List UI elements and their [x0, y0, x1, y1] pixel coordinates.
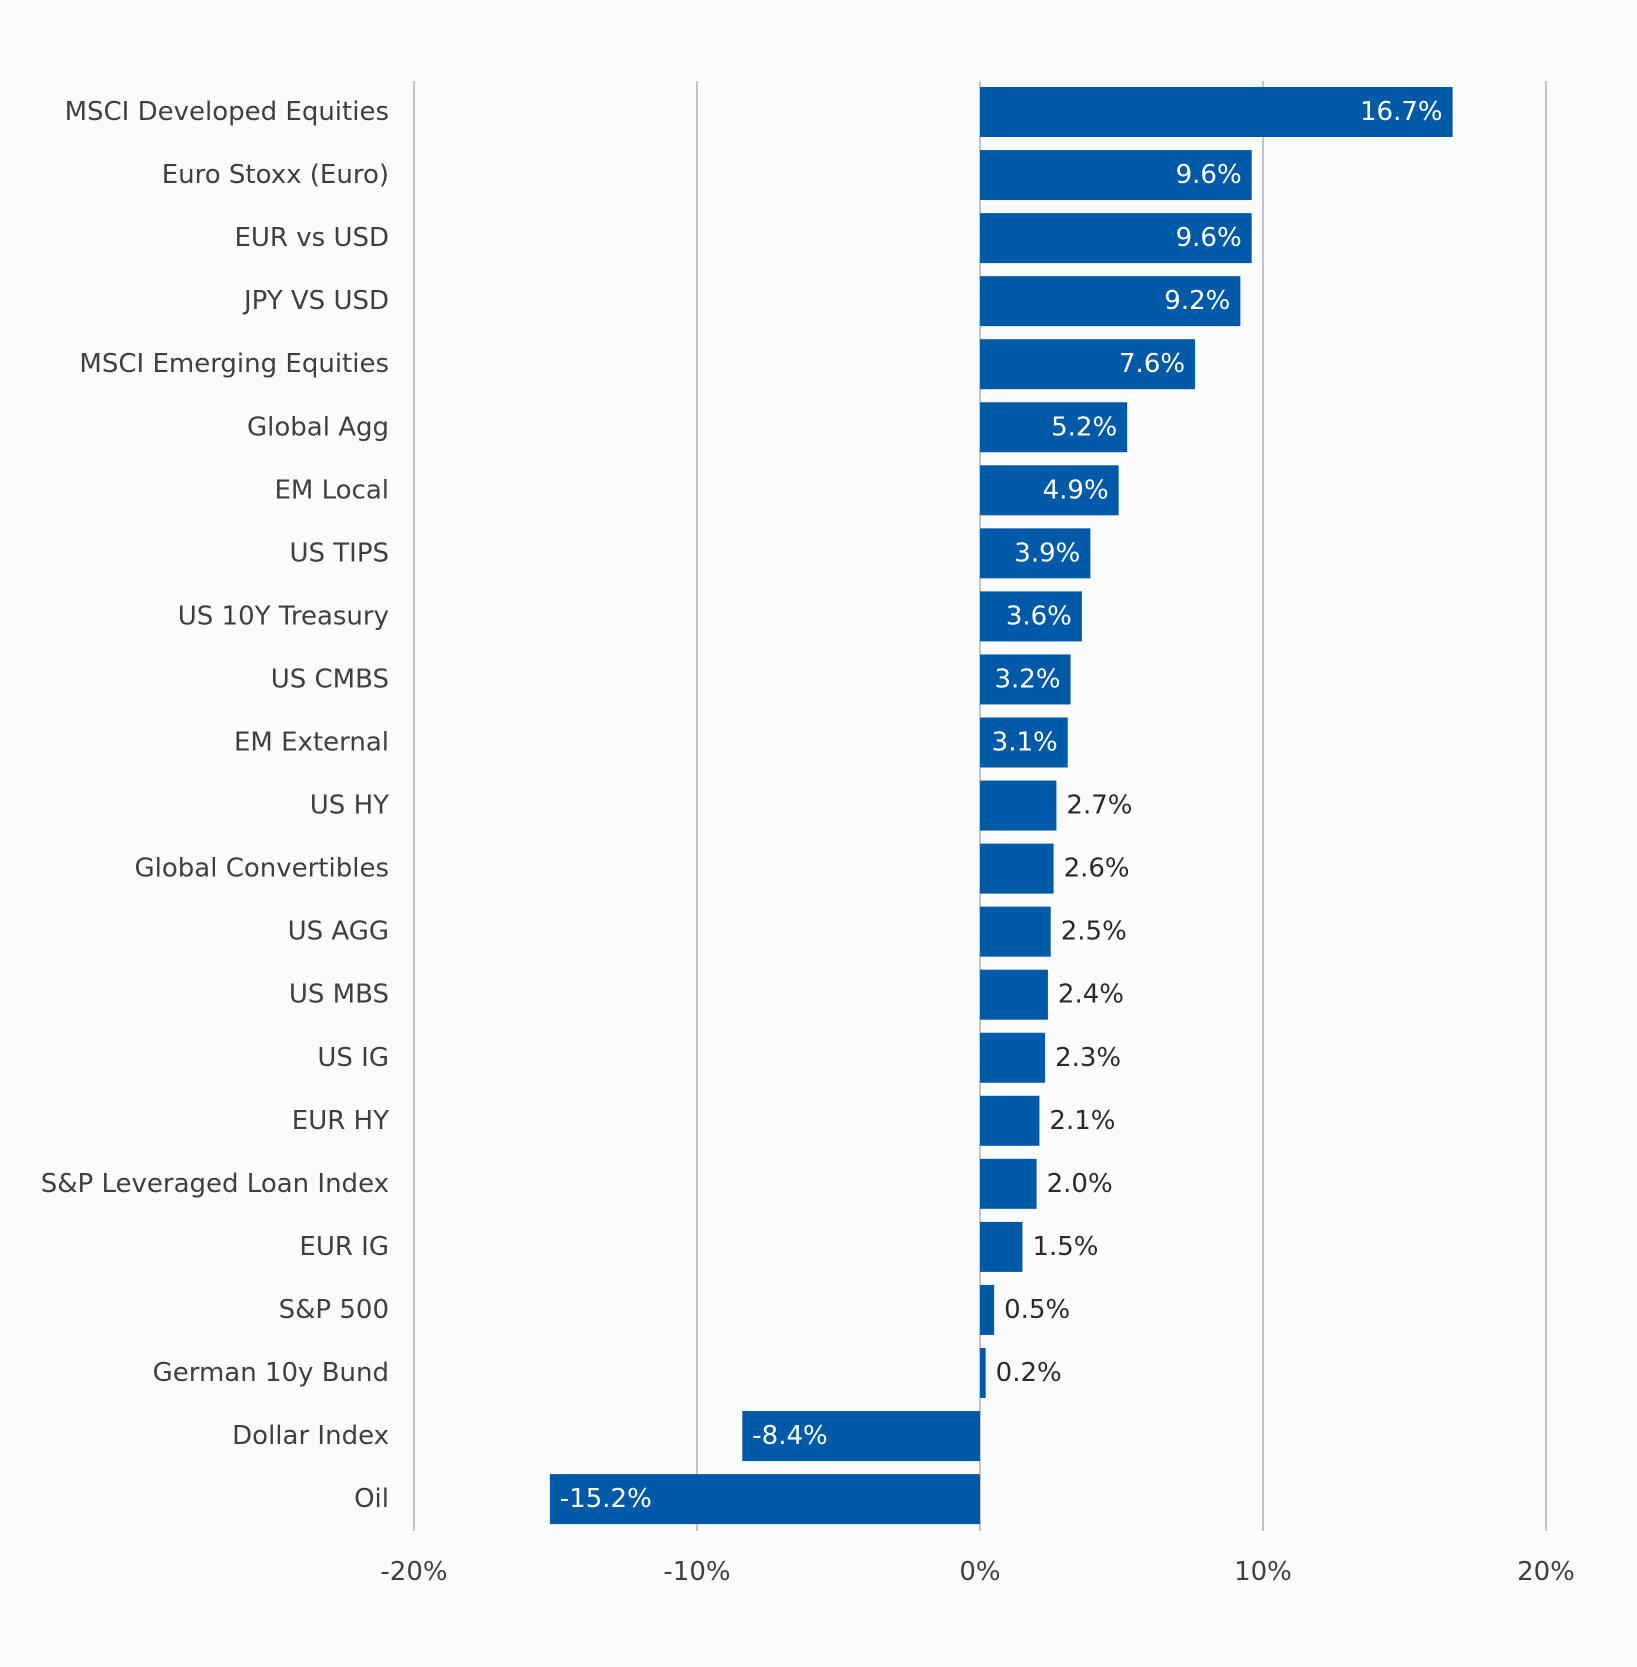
data-label: -15.2%: [560, 1484, 652, 1514]
bar: [980, 843, 1054, 894]
data-label: 3.9%: [1014, 538, 1080, 568]
category-label: EUR HY: [292, 1106, 389, 1136]
category-label: S&P 500: [279, 1295, 389, 1325]
category-label: S&P Leveraged Loan Index: [41, 1169, 389, 1199]
bar: [980, 87, 1453, 137]
bar: [980, 276, 1241, 327]
category-label: Global Convertibles: [134, 854, 389, 884]
data-label: -8.4%: [752, 1421, 827, 1451]
data-label: 9.6%: [1176, 223, 1242, 253]
data-label: 2.1%: [1049, 1106, 1115, 1136]
category-labels: MSCI Developed Equities Euro Stoxx (Euro)…: [41, 97, 389, 1514]
category-label: US AGG: [288, 917, 389, 947]
category-label: MSCI Developed Equities: [65, 97, 389, 127]
data-label: 16.7%: [1360, 97, 1443, 127]
category-label: US CMBS: [271, 664, 389, 694]
data-label: 9.2%: [1164, 286, 1230, 316]
bar: [980, 780, 1057, 831]
bar: [980, 1032, 1046, 1083]
bar: [980, 717, 1068, 768]
category-label: EM External: [234, 728, 389, 758]
x-axis-tick-labels: -20% -10% 0% 10% 20%: [380, 1557, 1574, 1587]
category-label: Euro Stoxx (Euro): [162, 160, 389, 190]
x-tick-label: -20%: [380, 1557, 447, 1587]
data-label: 9.6%: [1176, 160, 1242, 190]
data-label: 0.2%: [996, 1358, 1062, 1388]
bar: [980, 339, 1196, 390]
bar: [980, 465, 1119, 516]
x-tick-label: 20%: [1517, 1557, 1575, 1587]
data-label: 2.5%: [1061, 917, 1127, 947]
data-label: 3.6%: [1006, 601, 1072, 631]
category-label: EM Local: [274, 475, 389, 505]
bar: [549, 1474, 980, 1525]
category-label: JPY VS USD: [242, 286, 389, 316]
bars: [549, 87, 1453, 1525]
category-label: Global Agg: [247, 412, 389, 442]
data-labels: 16.7% 9.6% 9.6% 9.2% 7.6% 5.2% 4.9% 3.9% 3.6% 3.2…: [560, 97, 1443, 1514]
data-label: 4.9%: [1043, 475, 1109, 505]
bar: [980, 528, 1091, 579]
category-label: US IG: [317, 1043, 389, 1073]
bar: [980, 654, 1071, 705]
data-label: 3.1%: [992, 728, 1058, 758]
category-label: US HY: [310, 791, 389, 821]
x-tick-label: 0%: [959, 1557, 1000, 1587]
category-label: EUR IG: [299, 1232, 389, 1262]
data-label: 2.7%: [1066, 791, 1132, 821]
category-label: US 10Y Treasury: [178, 601, 389, 631]
category-label: US TIPS: [289, 538, 389, 568]
bar: [980, 591, 1082, 642]
bar: [980, 150, 1252, 201]
bar: [980, 906, 1051, 957]
category-label: MSCI Emerging Equities: [79, 349, 389, 379]
bar: [980, 1221, 1023, 1272]
bar: [980, 1348, 986, 1398]
data-label: 1.5%: [1032, 1232, 1098, 1262]
category-label: Dollar Index: [232, 1421, 389, 1451]
data-label: 2.4%: [1058, 980, 1124, 1010]
data-label: 2.0%: [1047, 1169, 1113, 1199]
x-tick-label: 10%: [1234, 1557, 1292, 1587]
bar: [980, 1095, 1040, 1146]
bar: [980, 969, 1048, 1020]
category-label: US MBS: [289, 980, 389, 1010]
data-label: 0.5%: [1004, 1295, 1070, 1325]
data-label: 7.6%: [1119, 349, 1185, 379]
bar: [742, 1411, 980, 1462]
bar: [980, 1158, 1037, 1209]
data-label: 2.3%: [1055, 1043, 1121, 1073]
bar: [980, 1284, 995, 1335]
data-label: 3.2%: [994, 664, 1060, 694]
category-label: German 10y Bund: [153, 1358, 389, 1388]
category-label: EUR vs USD: [234, 223, 389, 253]
bar: [980, 402, 1128, 453]
category-label: Oil: [354, 1484, 389, 1514]
data-label: 2.6%: [1064, 854, 1130, 884]
x-tick-label: -10%: [663, 1557, 730, 1587]
data-label: 5.2%: [1051, 412, 1117, 442]
bar: [980, 213, 1252, 264]
